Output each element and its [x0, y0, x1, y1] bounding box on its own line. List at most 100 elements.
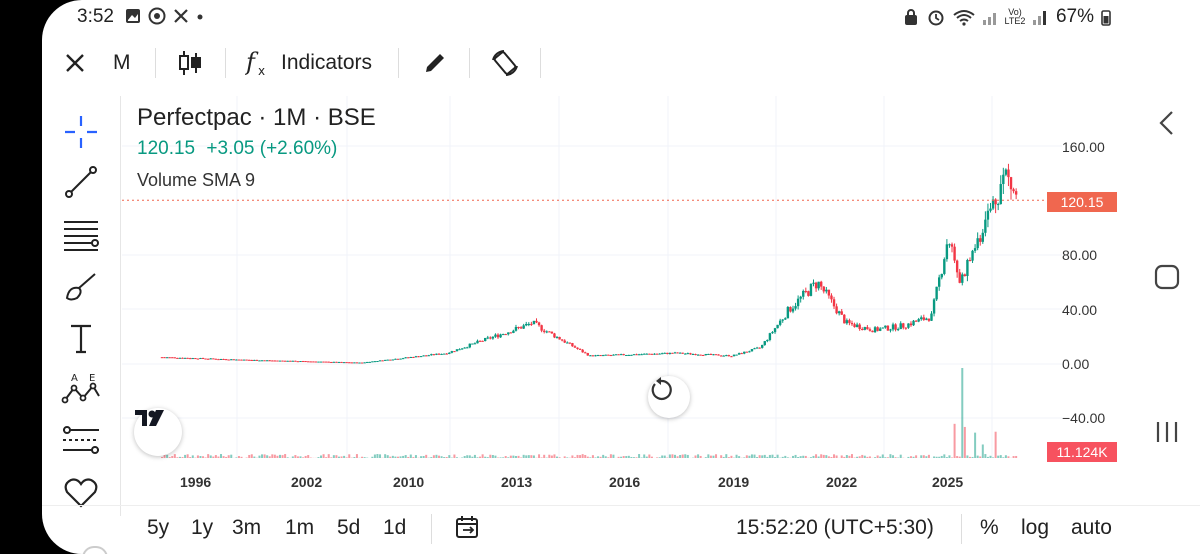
price-candle [840, 311, 843, 315]
price-candle [676, 352, 679, 354]
range-3m[interactable]: 3m [232, 516, 262, 539]
text-tool[interactable] [60, 317, 102, 359]
price-candle [832, 299, 836, 307]
price-candle [986, 210, 990, 220]
volume-bar [168, 457, 171, 458]
crosshair-tool[interactable] [60, 111, 102, 153]
price-candle [186, 357, 189, 359]
reset-chart-button[interactable] [648, 376, 690, 418]
fib-tool[interactable] [60, 213, 102, 255]
price-candle [376, 361, 379, 363]
y-tick: 0.00 [1062, 356, 1090, 372]
price-candle [332, 361, 336, 363]
volume-bar [1012, 456, 1015, 458]
volume-bar [491, 454, 494, 458]
price-candle [855, 324, 859, 328]
more-notifications-dot-icon [197, 14, 203, 20]
price-candle [917, 319, 920, 322]
price-candle [340, 361, 343, 363]
price-candle [253, 359, 256, 361]
price-candle [337, 361, 341, 363]
volume-bar [894, 457, 897, 458]
volume-bar [402, 455, 405, 458]
volume-bar [317, 457, 320, 458]
drawing-button[interactable] [422, 40, 448, 86]
price-candle [171, 357, 174, 359]
tradingview-logo[interactable] [134, 408, 182, 456]
volume-bar [797, 457, 800, 458]
volume-bar [240, 456, 243, 458]
price-candle [666, 352, 669, 354]
close-button[interactable] [62, 40, 88, 86]
price-candle [573, 346, 577, 348]
range-1m[interactable]: 1m [285, 516, 315, 539]
price-candle [681, 352, 684, 354]
goto-date-button[interactable] [454, 515, 482, 547]
favorites-tool[interactable] [60, 471, 102, 513]
price-chart[interactable] [122, 96, 1132, 496]
price-candle [360, 362, 364, 364]
volume-bar [340, 456, 343, 458]
price-candle [635, 354, 638, 356]
volume-bar [956, 456, 959, 458]
volume-bar [856, 456, 859, 458]
trendline-tool[interactable] [60, 161, 102, 203]
price-candle [784, 318, 787, 320]
volume-bar [173, 454, 176, 458]
symbol-title[interactable]: Perfectpac · 1M · BSE [137, 104, 376, 131]
nav-back-button[interactable] [1156, 110, 1178, 141]
candles-icon [179, 51, 201, 75]
trendline-icon [65, 166, 97, 198]
volume-bar [1007, 456, 1010, 458]
price-candle [563, 340, 566, 343]
price-candle [817, 281, 820, 289]
price-candle [212, 358, 215, 360]
volume-bar [438, 455, 441, 458]
volume-bar [958, 456, 961, 458]
percent-scale-button[interactable]: % [980, 516, 999, 539]
nav-home-button[interactable] [1154, 264, 1180, 295]
price-candle [206, 358, 210, 360]
volume-bar [278, 454, 281, 458]
range-5d[interactable]: 5d [337, 516, 361, 539]
price-candle [871, 330, 874, 333]
volume-bar [907, 456, 910, 458]
volume-bar [935, 456, 938, 458]
price-change: +3.05 (+2.60%) [206, 138, 338, 159]
price-candle [209, 358, 212, 360]
timezone-clock[interactable]: 15:52:20 (UTC+5:30) [736, 516, 934, 539]
auto-scale-button[interactable]: auto [1071, 516, 1112, 539]
price-candle [799, 296, 802, 299]
volume-bar [694, 455, 697, 458]
interval-button[interactable]: M [113, 51, 131, 74]
price-candle [945, 244, 949, 260]
price-candle [455, 349, 459, 352]
price-candle [904, 327, 908, 329]
nav-recents-button[interactable] [1154, 420, 1180, 449]
price-candle [307, 361, 310, 363]
volume-bar [748, 455, 751, 458]
volume-bar [881, 454, 884, 458]
volume-bar [874, 457, 877, 458]
log-scale-button[interactable]: log [1021, 516, 1050, 539]
volume-bar [481, 454, 484, 458]
volume-bar [504, 456, 507, 458]
chart-area[interactable]: Perfectpac · 1M · BSE 120.15 +3.05 (+2.6… [122, 96, 1132, 496]
volume-indicator-label[interactable]: Volume SMA 9 [137, 170, 256, 190]
volume-bar [548, 454, 551, 458]
brush-tool[interactable] [60, 265, 102, 307]
volume-bar [597, 456, 600, 458]
forecast-tool[interactable] [60, 419, 102, 461]
range-1d[interactable]: 1d [383, 516, 407, 539]
chart-type-button[interactable] [176, 40, 204, 86]
price-candle [1002, 174, 1005, 185]
rotate-button[interactable] [490, 40, 520, 86]
volume-bar [899, 454, 902, 458]
range-1y[interactable]: 1y [191, 516, 214, 539]
price-candle [404, 357, 407, 359]
volume-bar [576, 454, 579, 458]
range-5y[interactable]: 5y [147, 516, 170, 539]
volume-bar [909, 456, 912, 458]
